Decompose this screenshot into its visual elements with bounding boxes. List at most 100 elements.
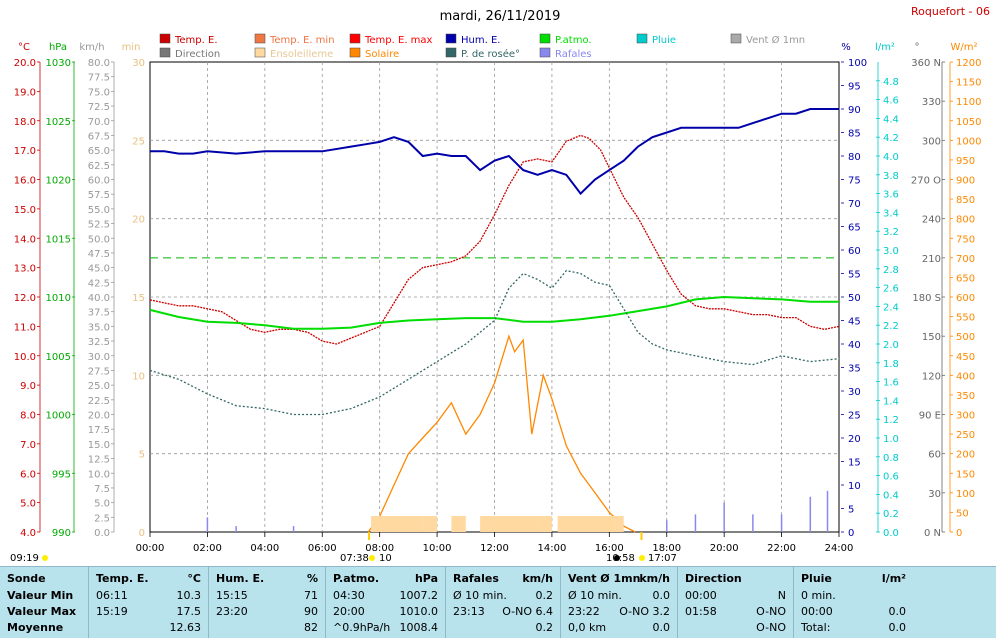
legend-swatch [254, 47, 266, 58]
table-cell-value: O-NO 6.4 [502, 605, 553, 618]
sun-marker [639, 555, 645, 561]
tick-label: 65.0 [88, 146, 110, 157]
tick-label: 12.5 [88, 455, 110, 466]
table-header: Temp. E. [96, 572, 149, 585]
tick-label: 4.0 [883, 152, 899, 163]
table-cell: 0,0 km [568, 621, 607, 634]
tick-label: 5.0 [20, 499, 36, 510]
tick-label: 19.0 [14, 87, 36, 98]
table-cell-value: 0.2 [535, 621, 554, 634]
tick-label: 15 [132, 293, 145, 304]
tick-label: 5 [848, 505, 854, 516]
tick-label: 3.4 [883, 208, 899, 219]
sunshine-bar [537, 516, 552, 532]
tick-label: 60 [928, 450, 941, 461]
summary-table: Sonde Valeur Min Valeur Max Moyenne Temp. E.… [0, 566, 996, 638]
annotation-noon: 10:58 [606, 553, 635, 564]
legend-label: P.atmo. [555, 35, 592, 46]
annotations: 09:19 07:38 10 10:58 17:07 [10, 532, 677, 564]
tick-label: 22.5 [88, 396, 110, 407]
axis-unit-label: l/m² [875, 42, 895, 53]
x-tick-label: 16:00 [595, 543, 624, 554]
table-cell-value: 12.63 [169, 621, 202, 634]
tick-label: 4.2 [883, 133, 899, 144]
x-tick-label: 20:00 [710, 543, 739, 554]
tick-label: 45.0 [88, 264, 110, 275]
axis-unit-label: km/h [79, 42, 104, 53]
table-unit: km/h [639, 572, 670, 585]
tick-label: 0 [139, 528, 145, 539]
table-cell-value: 0.0 [652, 589, 671, 602]
legend-swatch [445, 47, 457, 58]
tick-label: 250 [956, 430, 975, 441]
table-cell-value: 0.0 [652, 621, 671, 634]
grid [150, 62, 839, 532]
legend-label: Ensoleilleme [270, 49, 333, 60]
tick-label: 57.5 [88, 190, 110, 201]
tick-label: 75 [848, 176, 861, 187]
tick-label: 1000 [46, 411, 71, 422]
tick-label: 100 [956, 489, 975, 500]
tick-label: 700 [956, 254, 975, 265]
tick-label: 1030 [46, 58, 71, 69]
tick-label: 500 [956, 332, 975, 343]
axis-unit-label: min [122, 42, 141, 53]
table-cell-value: O-NO 3.2 [619, 605, 670, 618]
table-unit: km/h [522, 572, 553, 585]
tick-label: 4.6 [883, 96, 899, 107]
tick-label: 150 [956, 469, 975, 480]
x-tick-label: 18:00 [652, 543, 681, 554]
tick-label: 2.2 [883, 321, 899, 332]
tick-label: 2.4 [883, 302, 899, 313]
tick-label: 900 [956, 176, 975, 187]
tick-label: 14.0 [14, 234, 36, 245]
tick-label: 20.0 [14, 58, 36, 69]
annotation-sunrise: 07:38 [340, 553, 369, 564]
tick-label: 1200 [956, 58, 981, 69]
tick-label: 67.5 [88, 131, 110, 142]
sunshine-bar [422, 516, 438, 532]
series-line [149, 134, 840, 345]
table-cell-value: O-NO [756, 621, 786, 634]
x-tick-label: 12:00 [480, 543, 509, 554]
tick-label: 5 [139, 450, 145, 461]
sunshine-bar [371, 516, 423, 532]
table-header: Sonde [7, 572, 46, 585]
table-header: Direction [685, 572, 742, 585]
tick-label: 5.0 [94, 499, 110, 510]
tick-label: 80 [848, 152, 861, 163]
tick-label: 17.5 [88, 425, 110, 436]
table-cell-value: 1010.0 [399, 605, 439, 618]
table-header: Hum. E. [216, 572, 265, 585]
tick-label: 75.0 [88, 87, 110, 98]
tick-label: 90 E [919, 411, 941, 422]
legend-swatch [636, 33, 648, 44]
table-header: P.atmo. [333, 572, 380, 585]
table-cell: 15:15 [216, 589, 248, 602]
table-unit: hPa [414, 572, 438, 585]
tick-label: 1.4 [883, 396, 899, 407]
sunshine-bar [557, 516, 616, 532]
x-tick-label: 04:00 [250, 543, 279, 554]
tick-label: 52.5 [88, 220, 110, 231]
table-cell: 01:58 [685, 605, 717, 618]
tick-label: 240 [922, 215, 941, 226]
tick-label: 0.0 [94, 528, 110, 539]
tick-label: 300 [956, 411, 975, 422]
legend-swatch [159, 33, 171, 44]
axis-unit-label: % [841, 42, 851, 53]
tick-label: 40.0 [88, 293, 110, 304]
tick-label: 27.5 [88, 366, 110, 377]
tick-label: 42.5 [88, 278, 110, 289]
sunshine-bar [480, 516, 538, 532]
table-cell-value: 1007.2 [399, 589, 439, 602]
x-tick-label: 24:00 [825, 543, 854, 554]
axis-units: °C hPa km/h min% l/m² ° W/m² [18, 42, 978, 53]
tick-label: 85 [848, 129, 861, 140]
table-cell: 0 min. [801, 589, 836, 602]
legend-label: Hum. E. [461, 35, 500, 46]
tick-label: 1.6 [883, 378, 899, 389]
tick-label: 1015 [46, 234, 71, 245]
x-tick-label: 22:00 [767, 543, 796, 554]
tick-label: 400 [956, 371, 975, 382]
